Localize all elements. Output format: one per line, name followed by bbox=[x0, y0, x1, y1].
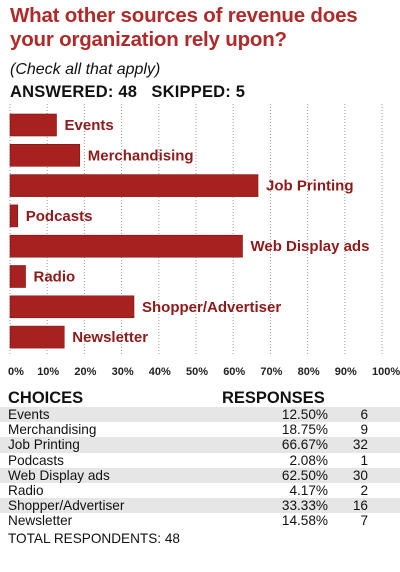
x-tick-label: 50% bbox=[186, 366, 208, 378]
x-tick-label: 20% bbox=[74, 366, 96, 378]
x-tick-label: 70% bbox=[260, 366, 282, 378]
bar-podcasts bbox=[9, 204, 19, 228]
response-percent: 4.17% bbox=[289, 482, 328, 498]
response-percent: 66.67% bbox=[281, 437, 328, 453]
choice-name: Job Printing bbox=[8, 437, 80, 453]
response-count: 16 bbox=[352, 498, 368, 514]
response-count: 2 bbox=[360, 482, 368, 498]
bar-events bbox=[9, 113, 57, 137]
response-percent: 2.08% bbox=[289, 452, 328, 468]
table-row: Events 12.50% 6 bbox=[0, 407, 400, 423]
table-header: CHOICES RESPONSES bbox=[0, 389, 400, 407]
table-row: Radio 4.17% 2 bbox=[0, 482, 400, 499]
chart-subtitle: (Check all that apply) bbox=[10, 61, 161, 78]
bar-label: Podcasts bbox=[26, 208, 93, 225]
chart-title: What other sources of revenue does your … bbox=[10, 4, 358, 51]
choice-name: Merchandising bbox=[8, 422, 97, 438]
answered-skipped-summary: ANSWERED: 48 SKIPPED: 5 bbox=[10, 83, 246, 101]
table-row: Merchandising 18.75% 9 bbox=[0, 422, 400, 438]
response-percent: 33.33% bbox=[281, 498, 328, 514]
choice-name: Newsletter bbox=[8, 513, 73, 529]
choices-header: CHOICES bbox=[8, 389, 84, 407]
bar-newsletter bbox=[9, 325, 65, 349]
response-count: 1 bbox=[360, 452, 368, 468]
bar-chart: 0% 10% 20% 30% 40% 50% 60% 70% 80% 90% 100% Events M… bbox=[8, 104, 400, 378]
bar-web-display-ads bbox=[9, 234, 243, 258]
total-respondents: TOTAL RESPONDENTS: 48 bbox=[8, 531, 180, 546]
choice-name: Podcasts bbox=[8, 452, 64, 468]
response-percent: 12.50% bbox=[281, 407, 328, 422]
bar-label: Job Printing bbox=[266, 178, 354, 195]
table-row: Job Printing 66.67% 32 bbox=[0, 437, 400, 453]
x-tick-label: 80% bbox=[298, 366, 320, 378]
bar-shopper-advertiser bbox=[9, 295, 135, 319]
x-tick-label: 90% bbox=[335, 366, 357, 378]
bar-label: Merchandising bbox=[88, 147, 194, 164]
choice-name: Events bbox=[8, 407, 50, 422]
x-tick-label: 60% bbox=[223, 366, 245, 378]
choice-name: Web Display ads bbox=[8, 467, 110, 483]
table-row: Web Display ads 62.50% 30 bbox=[0, 467, 400, 483]
responses-table: Events 12.50% 6 Merchandising 18.75% 9 Job Pri… bbox=[0, 407, 400, 529]
bar-label: Events bbox=[65, 117, 114, 134]
response-count: 30 bbox=[352, 467, 368, 483]
bar-merchandising bbox=[9, 143, 81, 167]
bar-label: Radio bbox=[34, 269, 76, 286]
table-row: Podcasts 2.08% 1 bbox=[0, 452, 400, 468]
response-percent: 14.58% bbox=[281, 513, 328, 529]
bar-radio bbox=[9, 265, 26, 288]
response-percent: 62.50% bbox=[281, 467, 328, 483]
response-percent: 18.75% bbox=[281, 422, 328, 438]
responses-header: RESPONSES bbox=[222, 389, 325, 407]
x-tick-label: 10% bbox=[37, 366, 59, 378]
x-tick-label: 100% bbox=[372, 366, 400, 378]
bar-job-printing bbox=[9, 174, 259, 197]
response-count: 32 bbox=[352, 437, 368, 453]
bar-label: Shopper/Advertiser bbox=[142, 299, 281, 316]
choice-name: Shopper/Advertiser bbox=[8, 498, 125, 514]
x-tick-label: 0% bbox=[8, 366, 24, 378]
response-count: 7 bbox=[360, 513, 368, 529]
bar-label: Web Display ads bbox=[251, 238, 370, 255]
choice-name: Radio bbox=[8, 482, 44, 498]
table-row: Shopper/Advertiser 33.33% 16 bbox=[0, 498, 400, 514]
bar-label: Newsletter bbox=[72, 329, 148, 346]
x-tick-label: 40% bbox=[149, 366, 171, 378]
x-tick-label: 30% bbox=[112, 366, 134, 378]
table-row: Newsletter 14.58% 7 bbox=[0, 513, 400, 529]
response-count: 6 bbox=[360, 407, 368, 422]
response-count: 9 bbox=[360, 422, 368, 438]
